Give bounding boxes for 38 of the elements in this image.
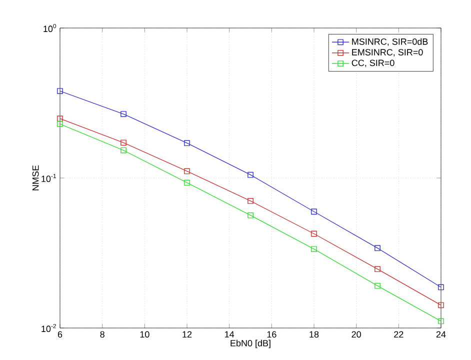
point — [438, 302, 444, 308]
point — [438, 318, 444, 324]
point — [57, 88, 63, 94]
legend-label: EMSINRC, SIR=0 — [352, 49, 423, 57]
point — [248, 172, 254, 178]
y-tick-label: 10$^{-1}$ — [42, 174, 56, 182]
x-tick-label: 24 — [436, 331, 446, 338]
point — [311, 230, 317, 237]
y-tick-label: 10$^{0}$ — [44, 24, 56, 32]
point — [438, 284, 444, 290]
x-tick-label: 22 — [394, 331, 404, 338]
point — [248, 212, 254, 218]
x-tick-label: 12 — [182, 331, 192, 338]
point — [57, 121, 63, 127]
legend-label: CC, SIR=0 — [352, 60, 394, 68]
point — [374, 282, 380, 289]
x-axis-title: EbN0 [dB] — [230, 340, 270, 348]
y-tick-label: 10$^{-2}$ — [42, 324, 56, 332]
point — [374, 266, 380, 272]
x-tick-label: 6 — [58, 331, 62, 338]
point — [120, 147, 126, 154]
point — [184, 180, 190, 186]
point — [311, 246, 317, 252]
legend-label: MSINRC, SIR=0dB — [352, 38, 428, 46]
x-tick-label: 20 — [352, 331, 361, 338]
point — [374, 245, 380, 252]
x-tick-label: 10 — [140, 331, 150, 338]
x-tick-label: 16 — [267, 331, 276, 338]
point — [248, 198, 254, 204]
point — [311, 208, 317, 215]
point — [184, 140, 190, 146]
point — [184, 168, 190, 174]
x-tick-label: 18 — [310, 331, 319, 338]
point — [120, 111, 126, 117]
x-tick-label: 8 — [100, 331, 104, 338]
x-tick-label: 14 — [225, 331, 234, 338]
point — [120, 140, 126, 146]
y-axis-title: NMSE — [32, 165, 39, 190]
